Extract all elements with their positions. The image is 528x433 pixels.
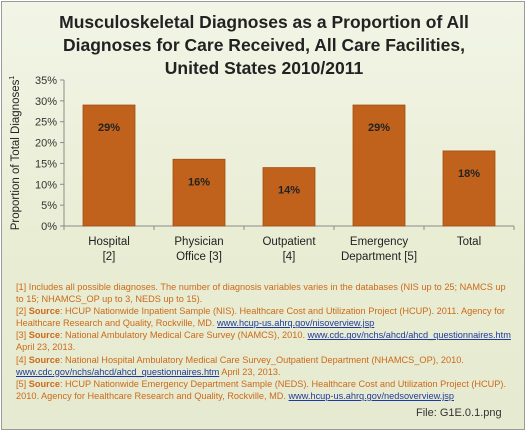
bar-value-label: 14% <box>278 185 300 197</box>
footnote-4-text: : National Hospital Ambulatory Medical C… <box>59 354 464 365</box>
bar-chart: 0% 5% 10% 15% 20% 25% 30% 35% Proportion of Tota… <box>9 75 515 263</box>
footnote-4-source: Source <box>28 354 60 365</box>
bar-value-label: 29% <box>98 122 120 134</box>
footnote-5-text: : HCUP Nationwide Emergency Department S… <box>16 378 507 401</box>
bar <box>442 150 496 227</box>
footnote-5-prefix: [5] <box>16 378 29 389</box>
bar <box>172 158 226 227</box>
file-label: File: G1E.0.1.png <box>416 407 502 419</box>
y-tick-label: 5% <box>41 200 57 212</box>
footnote-2-text: : HCUP Nationwide Inpatient Sample (NIS)… <box>16 306 505 329</box>
footnote-4-after: April 23, 2013. <box>219 366 281 377</box>
footnote-3-source: Source <box>28 330 60 341</box>
y-tick-label: 30% <box>35 96 57 108</box>
footnote-3-text: : National Ambulatory Medical Care Surve… <box>59 330 308 341</box>
y-tick-label: 35% <box>35 75 57 87</box>
bar <box>262 167 316 227</box>
footnote-3: [3] Source: National Ambulatory Medical … <box>16 329 514 353</box>
x-category-label: Department [5] <box>341 251 417 263</box>
y-tick-label: 15% <box>35 158 57 170</box>
footnote-5-link[interactable]: www.hcup-us.ahrq.gov/nedsoverview.jsp <box>288 390 454 401</box>
bar-value-label: 29% <box>368 122 390 134</box>
chart-title: Musculoskeletal Diagnoses as a Proportio… <box>2 11 526 80</box>
bar <box>352 104 406 227</box>
footnote-4-prefix: [4] <box>16 354 29 365</box>
footnote-3-prefix: [3] <box>16 330 29 341</box>
title-line-3: United States 2010/2011 <box>164 58 364 78</box>
x-category-label: [2] <box>103 251 116 263</box>
footnote-1-text: [1] Includes all possible diagnoses. The… <box>16 282 506 305</box>
footnote-2-link[interactable]: www.hcup-us.ahrq.gov/nisoverview.jsp <box>217 318 375 329</box>
footnote-4: [4] Source: National Hospital Ambulatory… <box>16 354 514 378</box>
footnotes: [1] Includes all possible diagnoses. The… <box>16 281 514 402</box>
bar-value-label: 16% <box>188 176 210 188</box>
footnote-4-link[interactable]: www.cdc.gov/nchs/ahcd/ahcd_questionnaire… <box>16 366 220 377</box>
bar-value-label: 18% <box>458 168 480 180</box>
y-axis-label: Proportion of Total Diagnoses1 <box>9 76 22 231</box>
y-tick-label: 10% <box>35 179 57 191</box>
y-tick-label: 20% <box>35 138 57 150</box>
footnote-3-after: April 23, 2013. <box>16 342 76 353</box>
footnote-1: [1] Includes all possible diagnoses. The… <box>16 281 514 305</box>
bar <box>82 104 136 227</box>
x-category-label: Office [3] <box>176 251 222 263</box>
footnote-2: [2] Source: HCUP Nationwide Inpatient Sa… <box>16 305 514 329</box>
x-category-label: Emergency <box>350 236 408 248</box>
title-line-2: Diagnoses for Care Received, All Care Fa… <box>62 35 465 55</box>
footnote-5-source: Source <box>28 378 60 389</box>
x-category-label: Physician <box>174 236 223 248</box>
footnote-3-link[interactable]: www.cdc.gov/nchs/ahcd/ahcd_questionnaire… <box>307 330 511 341</box>
x-category-label: Outpatient <box>262 236 316 248</box>
x-category-label: [4] <box>283 251 296 263</box>
footnote-5: [5] Source: HCUP Nationwide Emergency De… <box>16 378 514 402</box>
y-tick-label: 25% <box>35 117 57 129</box>
x-category-label: Hospital <box>88 236 130 248</box>
footnote-2-prefix: [2] <box>16 306 29 317</box>
footnote-2-source: Source <box>28 306 60 317</box>
y-tick-label: 0% <box>41 221 57 233</box>
y-axis-label-superscript: 1 <box>9 76 16 80</box>
x-category-label: Total <box>457 236 481 248</box>
title-line-1: Musculoskeletal Diagnoses as a Proportio… <box>59 12 469 32</box>
